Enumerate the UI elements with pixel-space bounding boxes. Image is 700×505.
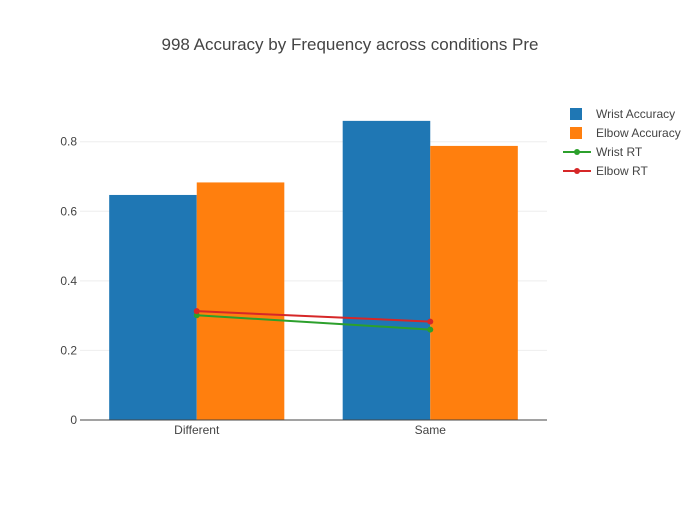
axis-layer: 0 0.2 0.4 0.6 0.8 Different Same bbox=[60, 135, 547, 437]
chart-title: 998 Accuracy by Frequency across conditi… bbox=[161, 35, 538, 54]
legend-marker bbox=[574, 168, 580, 174]
legend-item-wrist-accuracy[interactable]: Wrist Accuracy bbox=[570, 107, 675, 121]
bar-wrist-accuracy-same[interactable] bbox=[342, 120, 431, 420]
bar-wrist-accuracy-different[interactable] bbox=[109, 194, 197, 420]
legend-swatch bbox=[570, 108, 582, 120]
legend-marker bbox=[574, 149, 580, 155]
legend-label: Elbow Accuracy bbox=[596, 126, 681, 140]
legend-item-wrist-rt[interactable]: Wrist RT bbox=[563, 145, 643, 159]
point-elbow-rt[interactable] bbox=[193, 308, 200, 315]
line-layer bbox=[193, 308, 434, 333]
x-tick-label: Different bbox=[174, 423, 220, 437]
legend[interactable]: Wrist Accuracy Elbow Accuracy Wrist RT Elbo… bbox=[563, 107, 681, 178]
line-wrist-rt[interactable] bbox=[196, 314, 431, 331]
legend-label: Elbow RT bbox=[596, 164, 648, 178]
y-tick-label: 0.6 bbox=[60, 204, 77, 218]
y-tick-label: 0.8 bbox=[60, 135, 77, 149]
legend-label: Wrist RT bbox=[596, 145, 643, 159]
legend-label: Wrist Accuracy bbox=[596, 107, 675, 121]
bar-elbow-accuracy-different[interactable] bbox=[196, 182, 285, 420]
point-wrist-rt[interactable] bbox=[427, 326, 434, 333]
legend-swatch bbox=[570, 127, 582, 139]
y-tick-label: 0.4 bbox=[60, 274, 77, 288]
line-elbow-rt[interactable] bbox=[196, 310, 431, 323]
legend-item-elbow-rt[interactable]: Elbow RT bbox=[563, 164, 648, 178]
bar-elbow-accuracy-same[interactable] bbox=[430, 145, 518, 421]
y-tick-label: 0.2 bbox=[60, 343, 77, 357]
point-wrist-rt[interactable] bbox=[193, 312, 200, 319]
legend-item-elbow-accuracy[interactable]: Elbow Accuracy bbox=[570, 126, 681, 140]
bar-layer bbox=[109, 120, 518, 421]
y-tick-label: 0 bbox=[70, 413, 77, 427]
x-tick-label: Same bbox=[415, 423, 447, 437]
point-elbow-rt[interactable] bbox=[427, 318, 434, 325]
